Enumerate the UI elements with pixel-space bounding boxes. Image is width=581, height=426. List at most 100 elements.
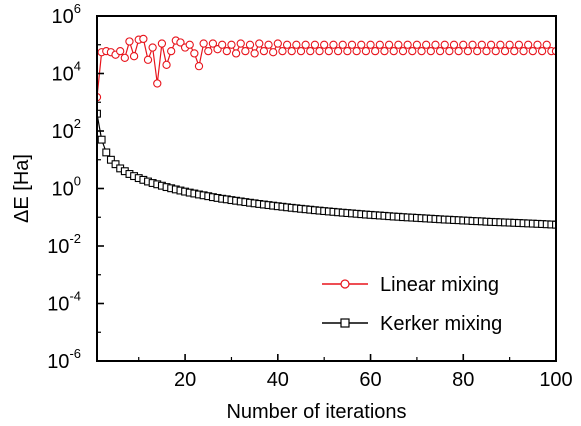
data-point	[102, 148, 111, 157]
data-point	[185, 40, 194, 49]
y-tick-label: 102	[52, 116, 81, 143]
data-point	[477, 40, 486, 49]
data-point	[116, 46, 125, 56]
data-point	[357, 40, 366, 49]
data-point	[106, 155, 115, 164]
data-point	[491, 46, 500, 56]
data-point	[148, 43, 157, 52]
data-point	[329, 40, 338, 49]
data-point	[259, 46, 269, 56]
data-point	[301, 40, 310, 49]
legend-label: Kerker mixing	[380, 313, 502, 335]
data-point	[403, 40, 412, 49]
data-point	[343, 46, 352, 56]
data-point	[468, 40, 477, 49]
data-point	[287, 46, 296, 56]
data-point	[496, 40, 505, 49]
data-point	[199, 39, 208, 48]
data-point	[528, 46, 537, 56]
data-point	[176, 38, 185, 47]
data-point	[398, 46, 408, 56]
x-tick-label: 100	[539, 369, 572, 391]
data-point	[333, 46, 343, 56]
data-point	[324, 46, 333, 56]
data-point	[366, 40, 375, 49]
data-point	[454, 46, 463, 56]
y-tick-label: 106	[52, 1, 81, 28]
legend-marker	[340, 318, 350, 328]
y-tick-label: 100	[52, 174, 81, 201]
data-point	[320, 40, 329, 49]
x-tick-label: 40	[267, 369, 289, 391]
data-point	[445, 46, 454, 56]
data-point	[97, 135, 106, 144]
y-tick-label: 10-2	[47, 231, 81, 258]
x-axis-title: Number of iterations	[226, 401, 406, 423]
data-point	[208, 39, 218, 48]
data-point	[245, 40, 255, 49]
data-point	[231, 49, 241, 58]
data-point	[384, 40, 394, 49]
data-point	[435, 46, 445, 56]
data-point	[459, 40, 468, 49]
data-point	[347, 40, 357, 49]
data-point	[417, 46, 426, 56]
data-point	[537, 46, 547, 56]
plot-area	[97, 34, 556, 229]
data-point	[153, 79, 162, 88]
series-linear-mixing	[97, 34, 556, 102]
data-point	[278, 46, 287, 56]
data-point	[129, 52, 139, 61]
data-point	[296, 46, 306, 56]
data-point	[352, 46, 361, 56]
data-point	[97, 109, 101, 118]
data-point	[338, 40, 347, 49]
data-point	[227, 40, 236, 49]
data-point	[190, 49, 199, 58]
data-point	[143, 55, 153, 64]
data-point	[505, 40, 514, 49]
data-point	[389, 46, 398, 56]
data-point	[463, 46, 473, 56]
data-point	[426, 46, 435, 56]
data-point	[449, 40, 459, 49]
data-point	[292, 40, 301, 49]
data-point	[218, 40, 227, 49]
data-point	[380, 46, 389, 56]
data-point	[157, 39, 167, 48]
data-point	[315, 46, 324, 56]
data-point	[194, 62, 204, 71]
data-point	[440, 40, 449, 49]
data-point	[519, 46, 528, 56]
y-tick-label: 10-4	[47, 289, 81, 316]
x-tick-label: 20	[174, 369, 196, 391]
data-point	[524, 40, 533, 49]
data-point	[542, 40, 551, 49]
data-point	[394, 40, 403, 49]
data-point	[282, 40, 292, 49]
data-point	[431, 40, 440, 49]
data-point	[422, 40, 431, 49]
y-tick-label: 104	[52, 59, 81, 86]
legend-entry: Linear mixing	[322, 274, 499, 296]
data-point	[371, 46, 380, 56]
y-tick-label: 10-6	[47, 346, 81, 373]
data-point	[514, 40, 524, 49]
legend: Linear mixing Kerker mixing	[322, 274, 502, 335]
data-point	[250, 49, 259, 58]
data-point	[473, 46, 482, 56]
data-point	[375, 40, 384, 49]
legend-marker	[340, 279, 350, 289]
data-point	[269, 48, 278, 57]
data-point	[120, 53, 129, 63]
data-point	[139, 34, 148, 44]
data-point	[486, 40, 496, 49]
x-tick-label: 60	[359, 369, 381, 391]
axes: 20 40 60 80 100 106 104 102 100 10-2 10-4 10-6 Numbe…	[11, 1, 573, 423]
y-axis-title: ΔE [Ha]	[11, 154, 33, 223]
data-point	[204, 46, 213, 56]
data-point	[510, 46, 519, 56]
legend-label: Linear mixing	[380, 274, 499, 296]
data-point	[310, 40, 320, 49]
